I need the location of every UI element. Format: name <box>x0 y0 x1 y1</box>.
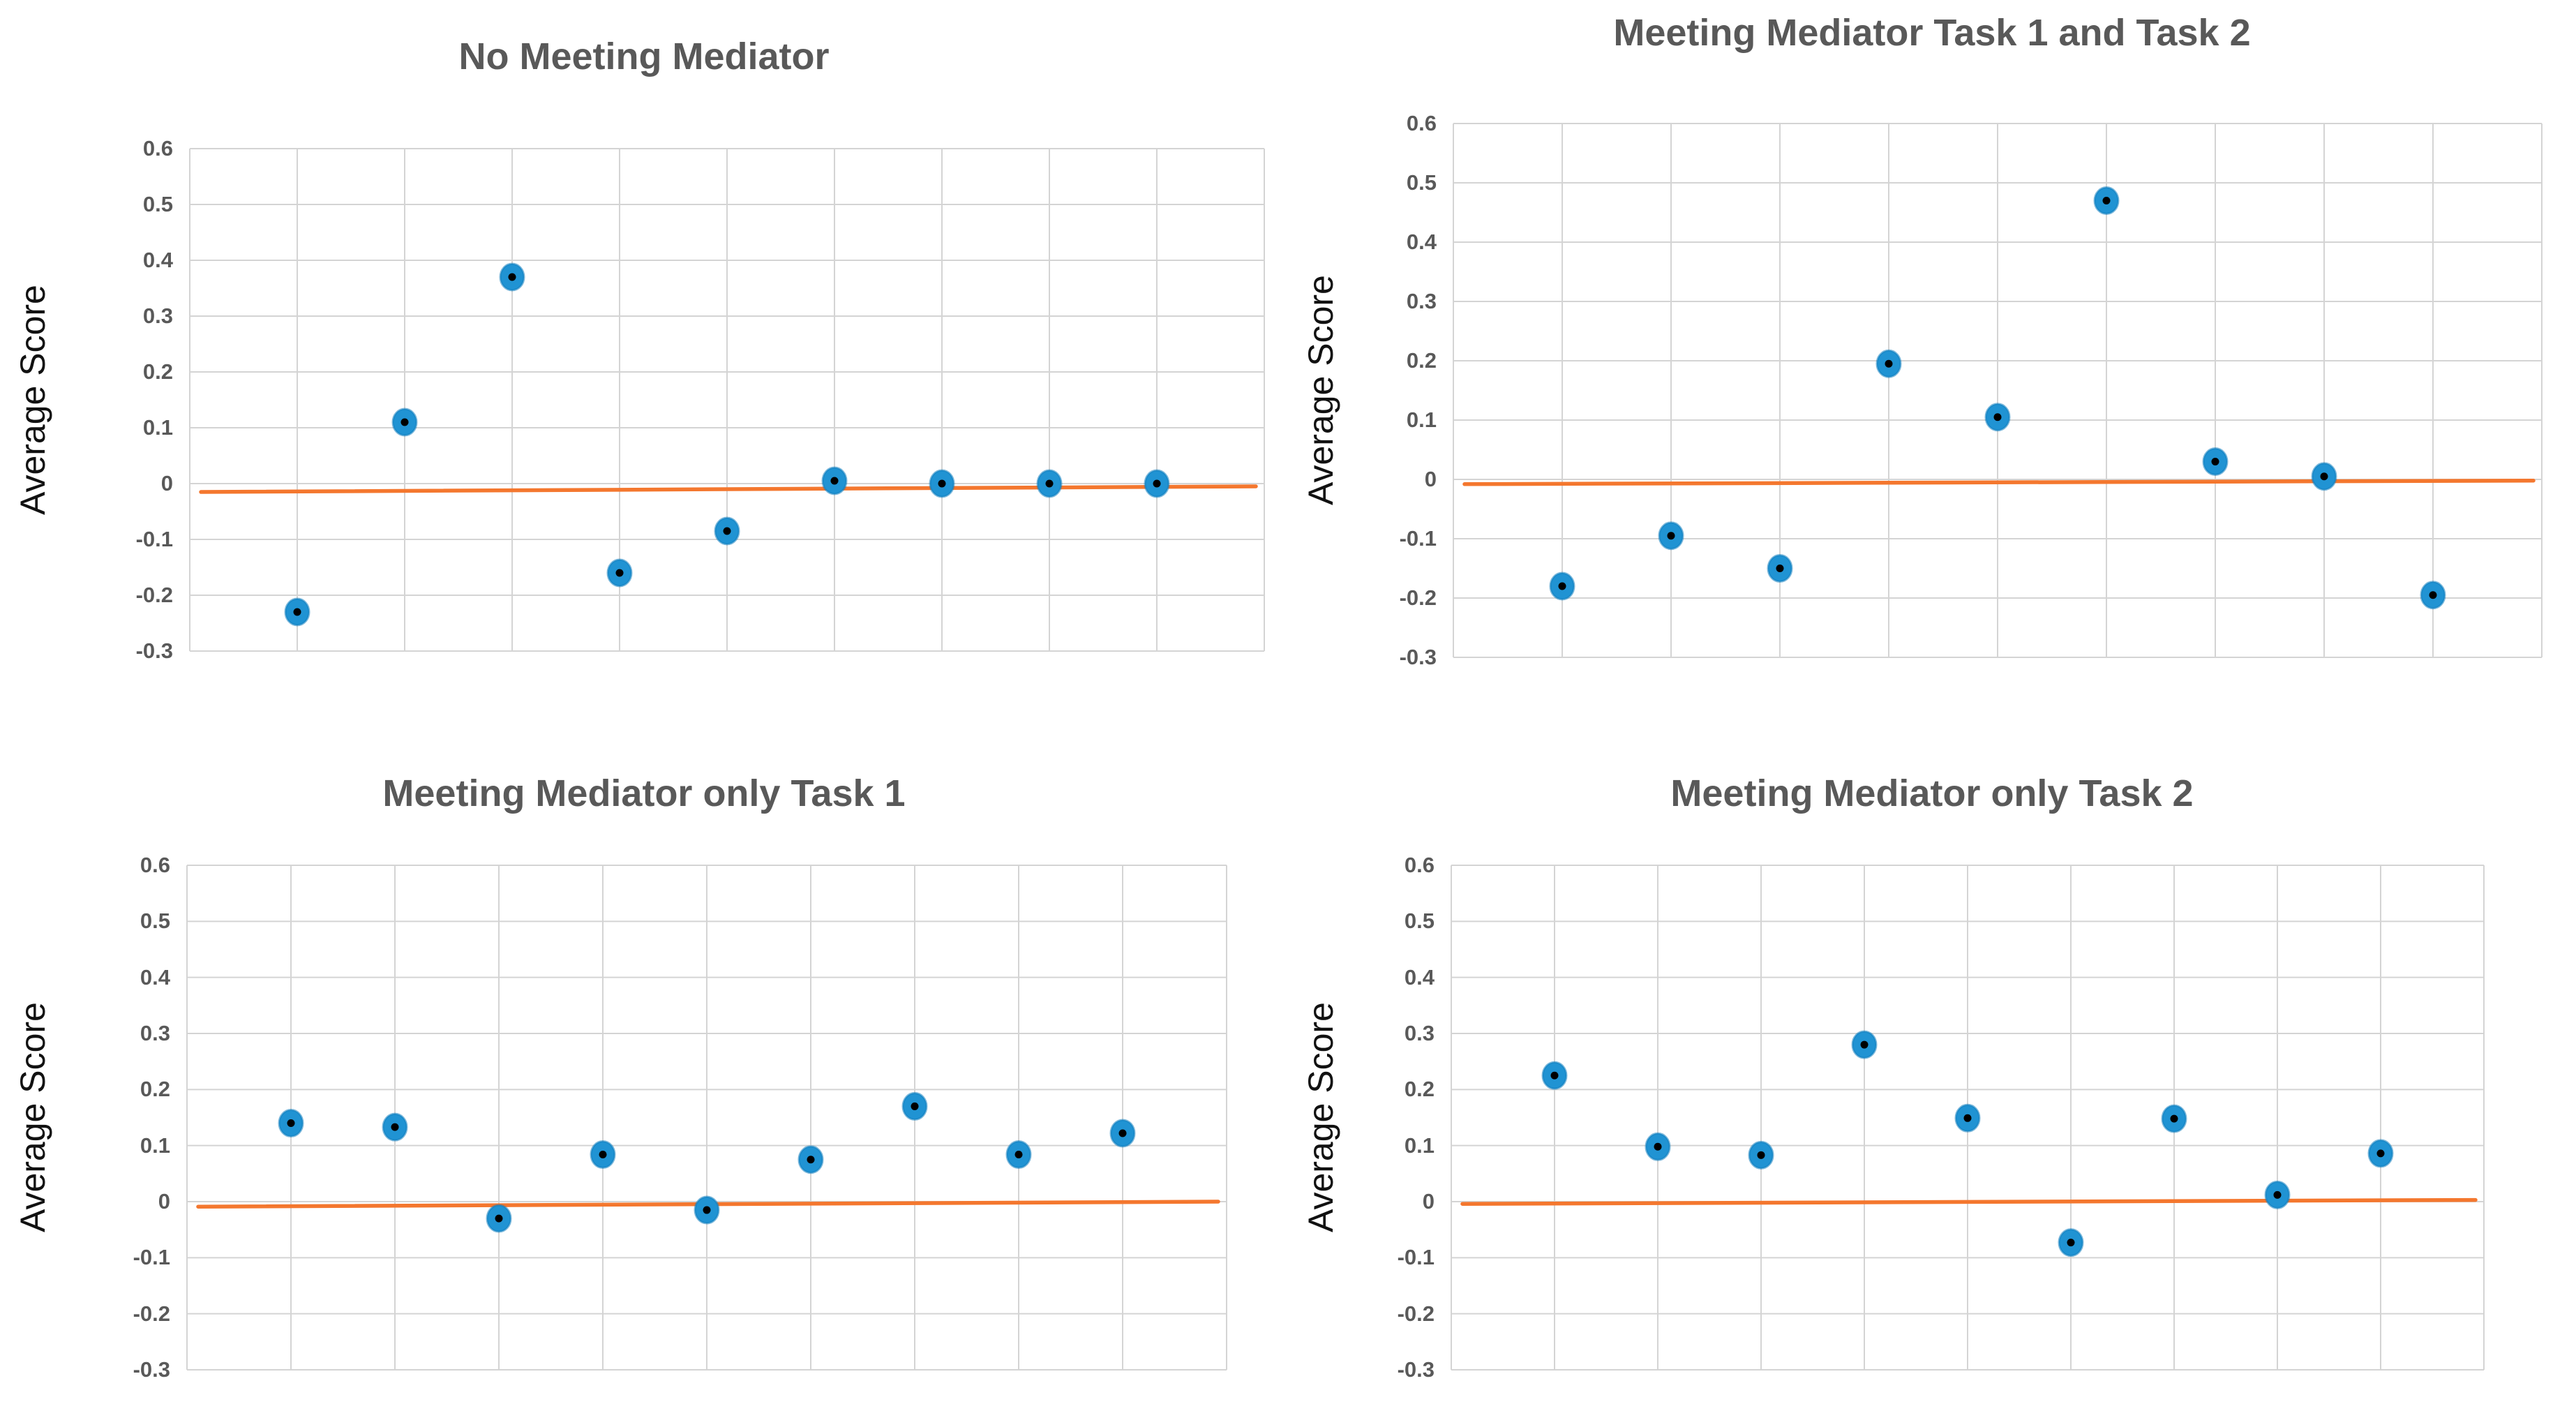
y-tick-label: -0.3 <box>135 638 173 663</box>
chart-meeting-mediator-only-task1: Meeting Mediator only Task 1 Average Sco… <box>0 702 1288 1404</box>
data-point <box>1549 572 1575 601</box>
y-tick-label: 0.5 <box>142 192 173 216</box>
y-tick-label: 0.2 <box>1406 348 1437 373</box>
y-tick-label: 0.1 <box>142 415 173 440</box>
data-point <box>1851 1030 1878 1059</box>
data-point <box>278 1109 304 1138</box>
chart-title: No Meeting Mediator <box>458 36 830 77</box>
data-point <box>1109 1119 1136 1148</box>
y-tick-label: -0.1 <box>135 527 173 551</box>
y-tick-label: -0.1 <box>1397 1245 1435 1270</box>
y-tick-label: 0.3 <box>140 1021 170 1045</box>
y-tick-label: -0.2 <box>1397 1301 1435 1326</box>
data-point <box>1645 1132 1671 1161</box>
y-tick-label: -0.2 <box>1399 585 1437 610</box>
data-point <box>1658 521 1684 551</box>
chart-title: Meeting Mediator only Task 2 <box>1670 772 2194 814</box>
y-tick-label: -0.1 <box>1399 526 1437 551</box>
chart-title: Meeting Mediator only Task 1 <box>382 772 906 814</box>
y-tick-label: 0.3 <box>142 304 173 328</box>
y-tick-label: 0.2 <box>1404 1077 1435 1102</box>
data-point <box>1875 349 1902 378</box>
chart-meeting-mediator-only-task2: Meeting Mediator only Task 2 Average Sco… <box>1288 702 2576 1404</box>
y-tick-label: 0.3 <box>1406 289 1437 313</box>
data-point <box>2311 462 2337 491</box>
y-tick-label: 0.1 <box>1406 408 1437 432</box>
y-tick-label: 0.6 <box>140 853 170 877</box>
y-tick-label: 0.5 <box>140 909 170 934</box>
data-point <box>590 1140 616 1170</box>
data-point <box>821 466 848 495</box>
y-axis-label: Average Score <box>1301 275 1340 506</box>
data-point <box>797 1145 824 1174</box>
data-point <box>2420 581 2446 610</box>
y-axis-label: Average Score <box>1301 1002 1340 1233</box>
data-point <box>901 1091 928 1121</box>
y-tick-label: -0.2 <box>133 1301 170 1326</box>
data-point <box>1748 1140 1774 1170</box>
y-tick-label: 0.4 <box>1406 230 1437 254</box>
data-point <box>2264 1180 2291 1209</box>
y-tick-label: 0 <box>1424 467 1437 491</box>
y-tick-label: 0.4 <box>1404 964 1435 989</box>
data-point <box>382 1112 408 1142</box>
y-tick-label: 0.2 <box>142 359 173 384</box>
y-tick-label: 0.1 <box>1404 1133 1435 1158</box>
data-point <box>1036 469 1063 498</box>
data-point <box>486 1204 512 1233</box>
y-tick-label: -0.1 <box>133 1245 170 1270</box>
y-tick-label: -0.3 <box>1399 645 1437 669</box>
chart-no-meeting-mediator: No Meeting Mediator Average Score 0.6 0.5… <box>0 0 1288 702</box>
chart-meeting-mediator-task1-and-task2: Meeting Mediator Task 1 and Task 2 Avera… <box>1288 0 2576 702</box>
data-point <box>1954 1103 1981 1133</box>
data-point <box>2202 447 2229 476</box>
data-point <box>1984 403 2011 432</box>
y-axis-label: Average Score <box>13 285 52 515</box>
data-point <box>606 558 633 588</box>
y-tick-label: 0.6 <box>142 136 173 160</box>
data-point <box>2093 186 2120 215</box>
y-tick-label: 0.1 <box>140 1133 170 1158</box>
y-tick-label: 0.4 <box>140 964 170 989</box>
data-point <box>2058 1228 2084 1257</box>
y-tick-label: 0.3 <box>1404 1021 1435 1045</box>
y-tick-label: 0 <box>1422 1189 1435 1213</box>
y-tick-label: 0.6 <box>1406 111 1437 135</box>
plot-area <box>1451 865 2485 1371</box>
y-tick-label: 0.6 <box>1404 853 1435 877</box>
y-tick-label: 0.4 <box>142 248 173 272</box>
trend-line <box>199 484 1258 494</box>
plot-area <box>189 148 1265 652</box>
y-tick-label: 0 <box>158 1189 170 1213</box>
trend-line <box>1462 478 2536 486</box>
plot-area <box>1453 123 2543 658</box>
data-point <box>2161 1104 2187 1133</box>
chart-title: Meeting Mediator Task 1 and Task 2 <box>1613 12 2251 54</box>
data-point <box>929 469 955 498</box>
data-point <box>2367 1139 2394 1168</box>
data-point <box>499 262 525 292</box>
data-point <box>1005 1140 1032 1170</box>
y-tick-label: 0.5 <box>1406 170 1437 195</box>
plot-area <box>186 865 1227 1371</box>
data-point <box>284 597 310 627</box>
y-axis-label: Average Score <box>13 1002 52 1233</box>
data-point <box>1541 1061 1568 1090</box>
y-tick-label: 0 <box>160 471 173 495</box>
y-tick-label: -0.2 <box>135 583 173 607</box>
y-tick-label: -0.3 <box>1397 1357 1435 1382</box>
y-tick-label: -0.3 <box>133 1357 170 1382</box>
data-point <box>1144 469 1170 498</box>
data-point <box>1767 554 1793 583</box>
data-point <box>714 516 740 546</box>
data-point <box>391 408 418 437</box>
trend-line <box>1460 1197 2478 1206</box>
y-tick-label: 0.5 <box>1404 909 1435 934</box>
y-tick-label: 0.2 <box>140 1077 170 1102</box>
data-point <box>694 1195 720 1225</box>
